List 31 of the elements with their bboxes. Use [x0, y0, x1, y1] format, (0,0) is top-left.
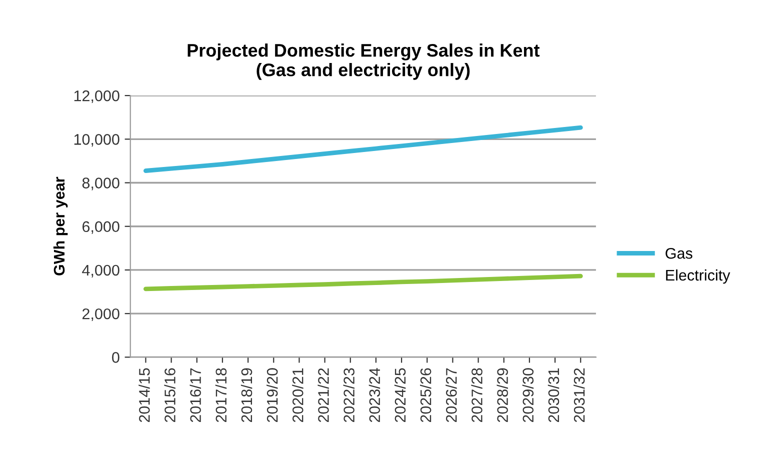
x-tick-label: 2030/31 — [548, 368, 560, 422]
y-tick-label: 4,000 — [82, 264, 120, 278]
y-tick-label: 8,000 — [82, 178, 120, 190]
x-tick-label: 2029/30 — [522, 368, 534, 422]
x-tick-label: 2031/32 — [574, 368, 585, 422]
x-tick-label: 2023/24 — [368, 368, 380, 422]
y-axis-title: GWh per year — [53, 176, 68, 276]
x-tick-label: 2028/29 — [496, 368, 508, 422]
x-tick-label: 2016/17 — [190, 368, 201, 422]
x-tick-label: 2017/18 — [215, 368, 227, 422]
x-tick-label: 2024/25 — [394, 368, 406, 422]
y-tick-label: 0 — [112, 352, 120, 363]
x-tick-label: 2018/19 — [240, 368, 252, 422]
x-tick-label: 2026/27 — [446, 368, 457, 422]
legend-label: Electricity — [666, 269, 730, 284]
legend-label: Gas — [666, 248, 692, 259]
y-tick-label: 12,000 — [74, 90, 120, 104]
y-tick-label: 6,000 — [82, 221, 120, 234]
line-series — [143, 125, 583, 173]
x-tick-label: 2019/20 — [266, 368, 278, 422]
x-tick-label: 2025/26 — [420, 368, 432, 422]
y-tick-label: 10,000 — [74, 134, 120, 147]
x-tick-label: 2021/22 — [318, 368, 329, 422]
x-tick-label: 2020/21 — [292, 368, 304, 422]
x-tick-label: 2022/23 — [343, 368, 354, 422]
x-tick-label: 2014/15 — [138, 368, 150, 422]
chart-title: Projected Domestic Energy Sales in Kent (Gas and electricity only) — [188, 43, 540, 80]
x-tick-label: 2015/16 — [164, 368, 176, 422]
line-series — [143, 274, 583, 292]
y-tick-label: 2,000 — [82, 308, 120, 322]
x-tick-label: 2027/28 — [471, 368, 482, 422]
